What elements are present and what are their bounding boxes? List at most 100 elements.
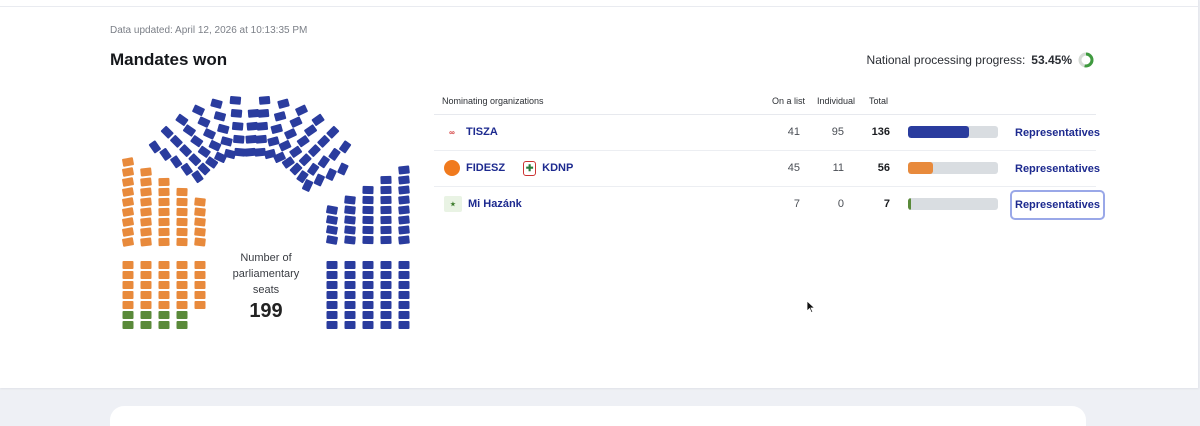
org-name[interactable]: FIDESZ [466, 162, 506, 174]
seat-tisza [380, 195, 392, 205]
seat-tisza [362, 261, 374, 269]
mihazank-logo-icon: ★ [444, 196, 462, 212]
national-progress: National processing progress: 53.45% [867, 52, 1094, 68]
representatives-link[interactable]: Representatives [1015, 163, 1100, 175]
seat-tisza [213, 111, 227, 122]
seat-fidesz [158, 291, 170, 299]
seat-tisza [326, 311, 338, 319]
seat-fidesz [140, 301, 152, 309]
tisza-logo-icon: ∞ [444, 124, 460, 140]
col-individual: Individual [817, 96, 856, 106]
seat-mihazank [158, 321, 170, 329]
table-row: ∞ TISZA 41 95 136 Representatives [434, 115, 1100, 151]
seat-tisza [170, 155, 183, 169]
seat-tisza [328, 147, 341, 161]
table-header: Nominating organizations On a list Indiv… [434, 90, 1096, 115]
seat-tisza [362, 215, 374, 225]
results-table: Nominating organizations On a list Indiv… [434, 90, 1105, 222]
seat-fidesz [122, 281, 134, 289]
seat-fidesz [194, 227, 206, 237]
share-bar-fill [908, 162, 934, 174]
progress-value: 53.45% [1031, 53, 1072, 67]
representatives-link[interactable]: Representatives [1015, 127, 1100, 139]
seat-tisza [214, 151, 227, 164]
seat-tisza [182, 124, 196, 137]
seat-tisza [337, 162, 349, 176]
seat-tisza [362, 195, 374, 205]
seat-mihazank [140, 311, 152, 319]
page-title: Mandates won [110, 50, 228, 69]
org-name[interactable]: KDNP [542, 162, 574, 174]
seat-tisza [398, 281, 410, 289]
seat-tisza [344, 215, 356, 225]
individual-value: 95 [831, 126, 844, 138]
seat-tisza [317, 135, 330, 148]
seat-tisza [267, 136, 280, 147]
seat-tisza [244, 147, 256, 157]
representatives-link[interactable]: Representatives [1010, 190, 1105, 220]
seat-fidesz [158, 261, 170, 269]
seat-fidesz [176, 207, 188, 217]
mouse-cursor-icon [806, 300, 816, 314]
seat-fidesz [194, 271, 206, 279]
list-value: 7 [793, 198, 800, 210]
seat-fidesz [140, 177, 152, 187]
seat-tisza [229, 96, 242, 105]
seat-tisza [339, 140, 352, 154]
seat-fidesz [140, 217, 152, 227]
seat-fidesz [158, 177, 170, 187]
seat-tisza [160, 125, 174, 139]
seat-fidesz [122, 207, 134, 217]
seat-tisza [191, 170, 204, 184]
seat-tisza [197, 116, 211, 128]
seat-tisza [296, 170, 309, 184]
seat-tisza [233, 134, 245, 144]
seat-tisza [362, 205, 374, 215]
seat-fidesz [122, 271, 134, 279]
seat-fidesz [158, 227, 170, 237]
seat-mihazank [122, 311, 134, 319]
seat-tisza [398, 321, 410, 329]
seat-tisza [380, 235, 392, 245]
seat-tisza [362, 291, 374, 299]
divider [0, 6, 1198, 7]
seat-fidesz [122, 187, 134, 197]
seat-tisza [380, 311, 392, 319]
seat-fidesz [176, 197, 188, 207]
seat-tisza [273, 151, 286, 164]
seat-tisza [362, 271, 374, 279]
progress-label: National processing progress: [866, 53, 1026, 67]
seat-tisza [398, 215, 410, 225]
seat-tisza [326, 225, 338, 235]
seat-tisza [326, 271, 338, 279]
seat-mihazank [176, 311, 188, 319]
org-name[interactable]: Mi Hazánk [468, 198, 522, 210]
seat-tisza [344, 321, 356, 329]
seat-fidesz [158, 207, 170, 217]
kdnp-logo-icon: ✚ [523, 160, 537, 176]
col-org: Nominating organizations [442, 96, 544, 106]
seat-tisza [344, 205, 356, 215]
org-cell: ★ Mi Hazánk [444, 195, 540, 213]
seat-fidesz [140, 227, 152, 237]
seat-tisza [301, 179, 314, 192]
seat-fidesz [158, 271, 170, 279]
seat-tisza [398, 271, 410, 279]
seat-tisza [326, 321, 338, 329]
seat-fidesz [158, 187, 170, 197]
org-name[interactable]: TISZA [466, 126, 498, 138]
seat-fidesz [176, 261, 188, 269]
seat-fidesz [122, 177, 134, 187]
seat-tisza [295, 104, 308, 116]
seat-fidesz [122, 291, 134, 299]
seat-fidesz [122, 261, 134, 269]
seat-tisza [398, 225, 410, 235]
seat-tisza [277, 98, 290, 109]
seat-tisza [197, 145, 211, 158]
seat-tisza [188, 153, 202, 167]
seat-fidesz [122, 197, 134, 207]
seat-tisza [230, 109, 243, 118]
seat-fidesz [140, 197, 152, 207]
seat-tisza [289, 162, 303, 176]
seat-tisza [326, 261, 338, 269]
